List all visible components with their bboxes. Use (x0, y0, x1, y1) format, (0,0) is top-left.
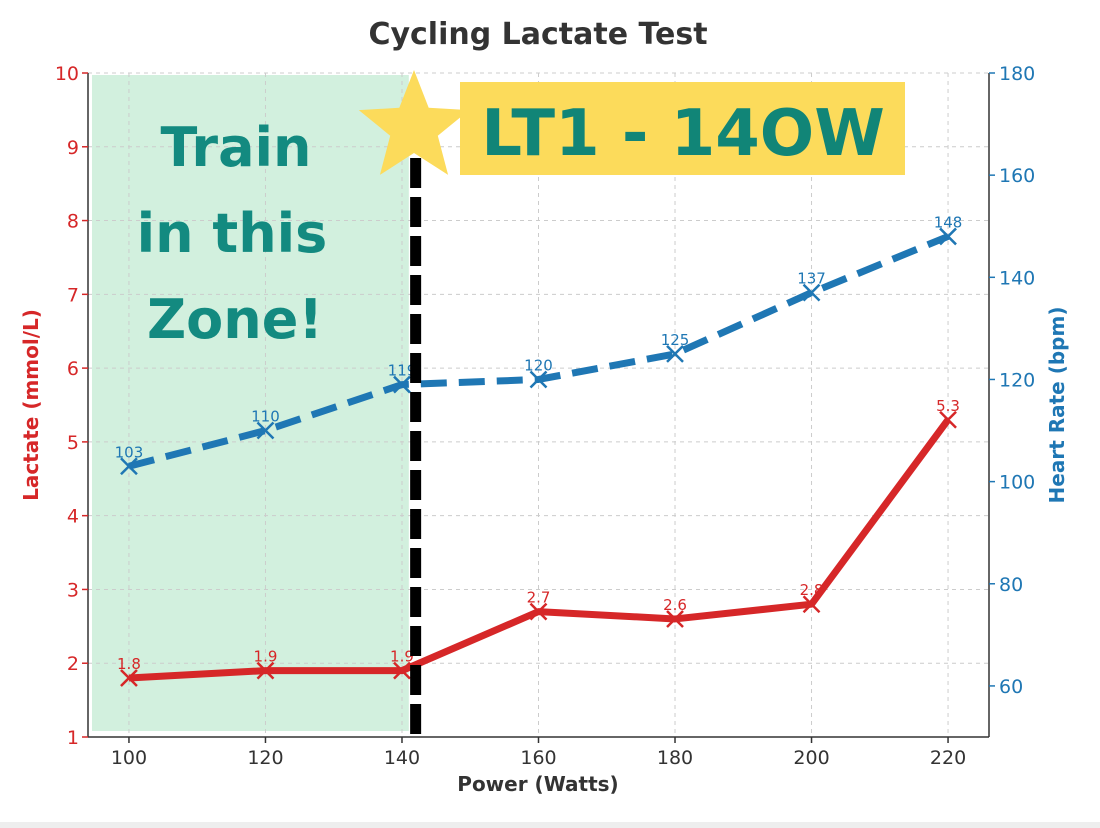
zone-text-line-3: Zone! (147, 288, 323, 351)
x-tick-label: 220 (930, 747, 966, 769)
lt1-banner-text: LT1 - 14OW (481, 97, 885, 171)
lt1-banner (460, 82, 905, 175)
data-label: 125 (661, 331, 690, 349)
right-tick-label: 180 (999, 63, 1035, 85)
data-point-marker (666, 345, 684, 363)
right-tick-label: 80 (999, 574, 1023, 596)
x-tick-label: 140 (384, 747, 420, 769)
data-label: 137 (797, 270, 826, 288)
left-tick-label: 10 (55, 63, 79, 85)
right-tick-label: 160 (999, 165, 1035, 187)
left-tick-label: 6 (67, 358, 79, 380)
data-point-marker (939, 227, 957, 246)
data-label: 2.8 (800, 581, 824, 599)
left-axis-label: Lactate (mmol/L) (19, 309, 43, 501)
data-point-marker (256, 661, 275, 680)
left-tick-label: 2 (67, 653, 79, 675)
zone-text: Train in this Zone! (137, 116, 328, 351)
data-point-marker (666, 610, 684, 628)
x-tick-label: 160 (520, 747, 556, 769)
x-axis-label: Power (Watts) (457, 772, 618, 796)
right-axis-label: Heart Rate (bpm) (1045, 307, 1069, 504)
data-label: 1.9 (254, 648, 278, 666)
data-labels: 1.8 1.9 1.9 2.7 2.6 2.8 5.3 103 110 119 120 125 137 1… (115, 213, 963, 673)
chart-title: Cycling Lactate Test (368, 17, 707, 52)
left-tick-label: 8 (67, 211, 79, 233)
ticks: 1 2 3 4 5 6 7 8 9 10 60 80 100 120 140 160 180 100 120 140 1… (55, 63, 1035, 769)
data-label: 120 (524, 356, 553, 374)
data-point-marker (802, 283, 821, 302)
star-icon (358, 70, 470, 175)
left-tick-label: 4 (67, 506, 79, 528)
series-layer (120, 227, 957, 687)
data-point-marker (939, 410, 957, 429)
zone-text-line-1: Train (161, 116, 312, 179)
left-tick-label: 1 (67, 727, 79, 749)
data-point-marker (120, 457, 138, 476)
right-tick-label: 100 (999, 472, 1035, 494)
data-label: 1.8 (117, 655, 141, 673)
data-point-marker (529, 370, 548, 389)
left-tick-label: 3 (67, 579, 79, 601)
data-label: 5.3 (936, 397, 960, 415)
data-point-marker (393, 661, 411, 680)
data-label: 2.7 (527, 589, 551, 607)
left-tick-label: 7 (67, 284, 79, 306)
data-point-marker (256, 421, 275, 440)
data-point-marker (393, 375, 411, 394)
right-tick-label: 60 (999, 676, 1023, 698)
bottom-edge (0, 822, 1100, 828)
data-point-marker (120, 669, 138, 687)
data-label: 103 (115, 443, 144, 461)
data-label: 119 (388, 362, 417, 380)
data-point-marker (529, 602, 548, 621)
x-tick-label: 100 (111, 747, 147, 769)
left-tick-label: 5 (67, 432, 79, 454)
data-label: 2.6 (663, 596, 687, 614)
x-tick-label: 200 (793, 747, 829, 769)
zone-text-line-2: in this (137, 202, 328, 265)
data-point-marker (802, 595, 821, 614)
x-tick-label: 120 (247, 747, 283, 769)
data-label: 110 (251, 408, 280, 426)
left-tick-label: 9 (67, 137, 79, 159)
x-tick-label: 180 (657, 747, 693, 769)
right-tick-label: 120 (999, 369, 1035, 391)
right-tick-label: 140 (999, 267, 1035, 289)
data-label: 1.9 (390, 648, 414, 666)
data-label: 148 (934, 213, 963, 231)
